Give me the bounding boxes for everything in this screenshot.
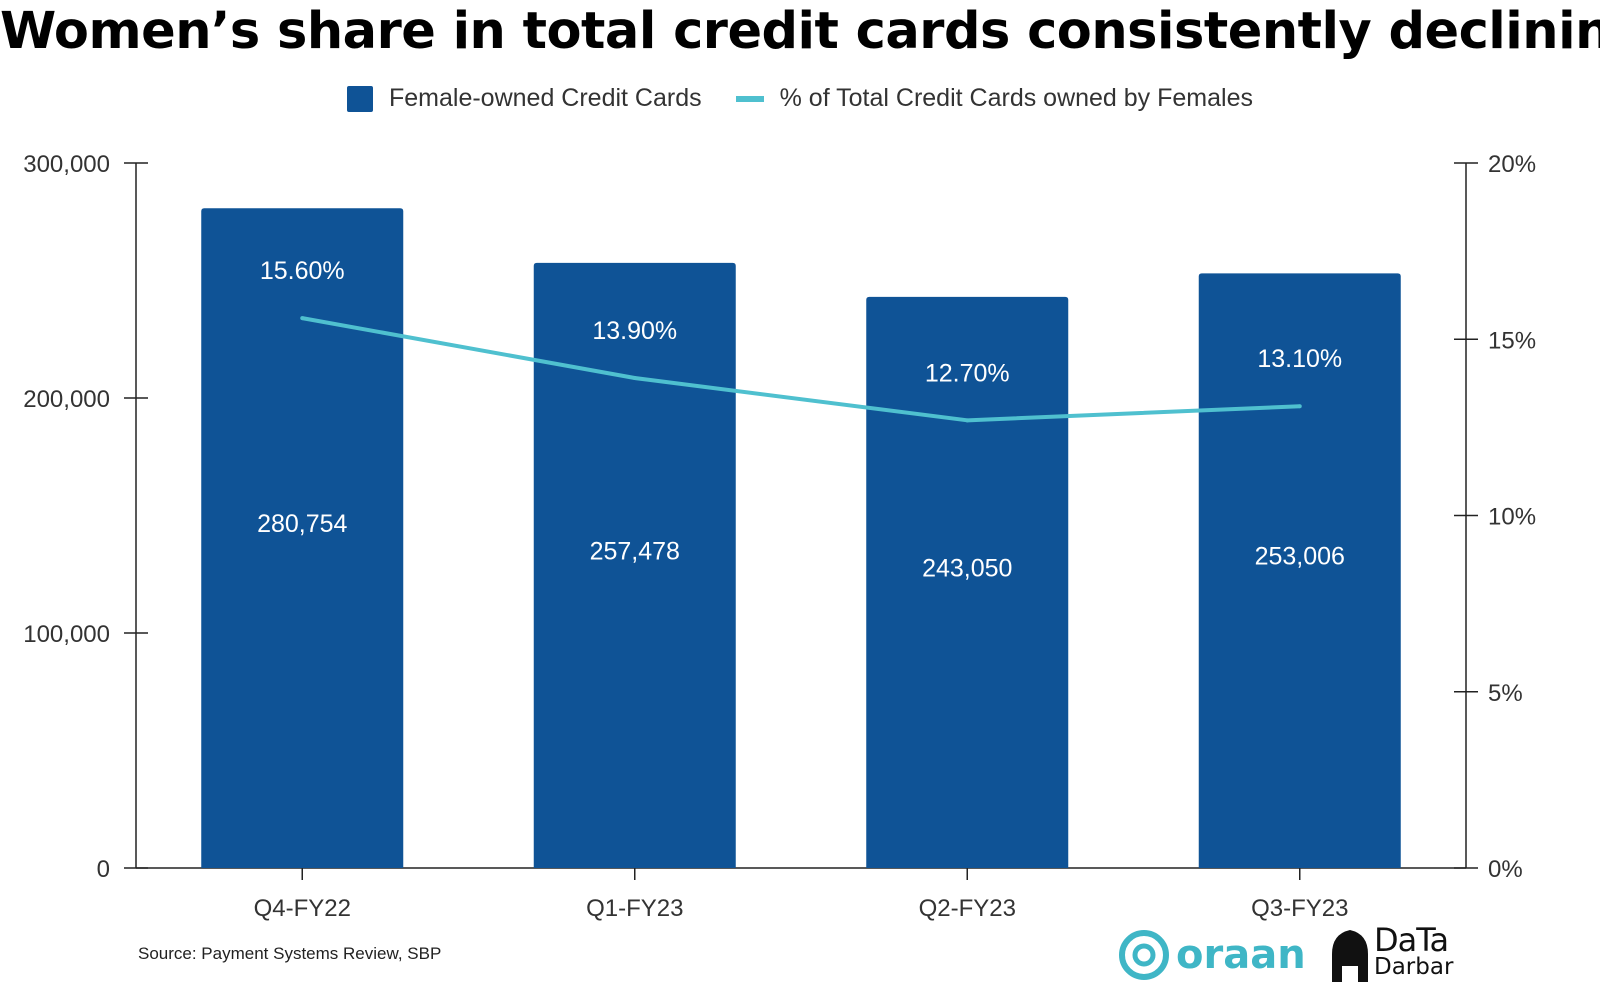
line-value-label: 15.60% — [260, 257, 345, 285]
right-tick-label: 15% — [1488, 327, 1536, 354]
legend-label-bar: Female-owned Credit Cards — [389, 84, 702, 112]
line-point — [1297, 404, 1302, 409]
oraan-logo: oraan — [1119, 930, 1306, 980]
x-tick-label: Q1-FY23 — [586, 895, 683, 922]
bar — [533, 262, 736, 868]
bar — [866, 296, 1069, 868]
bar — [201, 208, 404, 869]
bar-value-label: 243,050 — [922, 554, 1012, 582]
line-value-label: 13.90% — [592, 317, 677, 345]
legend-item-bar: Female-owned Credit Cards — [347, 84, 702, 113]
left-tick-label: 200,000 — [23, 386, 110, 413]
legend-swatch-bar — [347, 85, 373, 112]
right-tick-label: 10% — [1488, 504, 1536, 531]
right-tick-label: 20% — [1488, 151, 1536, 178]
legend-item-line: % of Total Credit Cards owned by Females — [735, 84, 1253, 113]
x-tick-label: Q2-FY23 — [919, 895, 1016, 922]
source-note: Source: Payment Systems Review, SBP — [138, 944, 442, 963]
legend-label-line: % of Total Credit Cards owned by Females — [779, 84, 1253, 112]
left-tick-label: 100,000 — [23, 621, 110, 648]
bar-value-label: 257,478 — [590, 537, 680, 565]
right-tick-label: 5% — [1488, 680, 1523, 707]
line-point — [965, 418, 970, 423]
datadarbar-logo-top: DaTa — [1374, 921, 1449, 959]
left-tick-label: 0 — [97, 856, 110, 883]
right-tick-label: 0% — [1488, 856, 1523, 883]
chart-canvas: 0 100,000 200,000 300,000 0% 5% 10% 15% 20% 280,7… — [23, 151, 1536, 922]
legend: Female-owned Credit Cards % of Total Cre… — [0, 84, 1600, 113]
line-value-label: 12.70% — [925, 359, 1010, 387]
legend-swatch-line — [735, 95, 764, 102]
line-point — [300, 316, 305, 321]
oraan-logo-text: oraan — [1176, 932, 1306, 978]
datadarbar-logo: DaTa Darbar — [1374, 924, 1453, 979]
percentage-line — [301, 316, 1300, 423]
bar-value-label: 253,006 — [1255, 543, 1345, 571]
left-tick-label: 300,000 — [23, 151, 110, 178]
line-value-label: 13.10% — [1257, 345, 1342, 373]
datadarbar-logo-icon — [1332, 930, 1368, 982]
chart-title: Women’s share in total credit cards cons… — [0, 2, 1600, 61]
bar — [1198, 273, 1401, 868]
bar-value-label: 280,754 — [257, 510, 347, 538]
line-point — [632, 376, 637, 381]
x-tick-label: Q3-FY23 — [1251, 895, 1348, 922]
x-tick-label: Q4-FY22 — [254, 895, 351, 922]
datadarbar-logo-bottom: Darbar — [1374, 954, 1454, 980]
